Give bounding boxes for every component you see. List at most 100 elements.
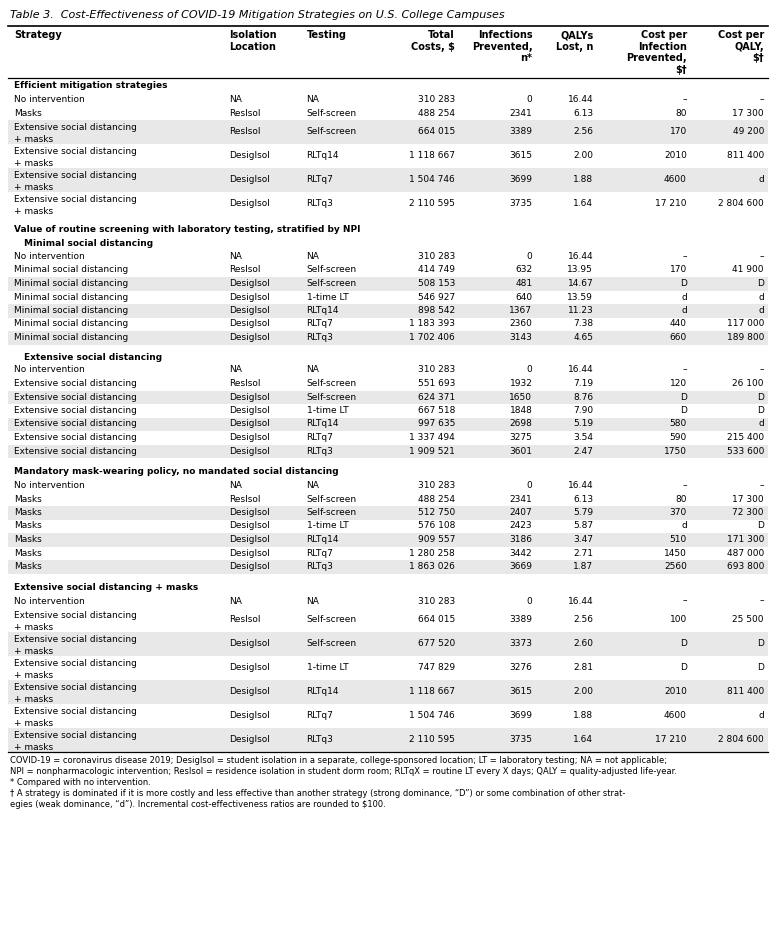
Text: 310 283: 310 283 <box>417 95 455 104</box>
Text: 632: 632 <box>515 266 532 275</box>
Bar <box>8 363 768 377</box>
Bar <box>8 264 768 277</box>
Text: 2 110 595: 2 110 595 <box>409 199 455 208</box>
Text: RLTq7: RLTq7 <box>307 320 334 328</box>
Text: DesigIsol: DesigIsol <box>230 392 270 402</box>
Bar <box>8 546 768 560</box>
Text: 1 183 393: 1 183 393 <box>409 320 455 328</box>
Text: Cost per
QALY,
$†: Cost per QALY, $† <box>718 30 764 63</box>
Text: RLTq7: RLTq7 <box>307 549 334 557</box>
Bar <box>8 728 768 752</box>
Text: 3735: 3735 <box>509 199 532 208</box>
Bar <box>8 144 768 168</box>
Text: 41 900: 41 900 <box>733 266 764 275</box>
Text: NA: NA <box>307 95 320 104</box>
Text: RLTq3: RLTq3 <box>307 562 334 571</box>
Text: egies (weak dominance, “d”). Incremental cost-effectiveness ratios are rounded t: egies (weak dominance, “d”). Incremental… <box>10 800 386 809</box>
Text: ResIsol: ResIsol <box>230 127 261 136</box>
Text: Extensive social distancing: Extensive social distancing <box>14 419 137 429</box>
Text: 310 283: 310 283 <box>417 365 455 375</box>
Text: Self-screen: Self-screen <box>307 508 357 517</box>
Text: Infections
Prevented,
n*: Infections Prevented, n* <box>472 30 532 63</box>
Bar <box>8 345 768 350</box>
Text: 3389: 3389 <box>509 127 532 136</box>
Bar <box>8 350 768 363</box>
Text: 1 280 258: 1 280 258 <box>410 549 455 557</box>
Text: Self-screen: Self-screen <box>307 392 357 402</box>
Text: DesigIsol: DesigIsol <box>230 735 270 744</box>
Text: 120: 120 <box>670 379 687 388</box>
Text: RLTq14: RLTq14 <box>307 151 339 160</box>
Text: NA: NA <box>230 481 242 490</box>
Text: Masks: Masks <box>14 108 42 117</box>
Text: 3601: 3601 <box>509 446 532 456</box>
Text: RLTq14: RLTq14 <box>307 419 339 429</box>
Text: Masks: Masks <box>14 549 42 557</box>
Bar <box>8 445 768 458</box>
Text: 693 800: 693 800 <box>726 562 764 571</box>
Text: DesigIsol: DesigIsol <box>230 175 270 185</box>
Text: + masks: + masks <box>14 720 53 729</box>
Text: NA: NA <box>230 252 242 261</box>
Text: 2010: 2010 <box>664 151 687 160</box>
Text: 3442: 3442 <box>510 549 532 557</box>
Text: 909 557: 909 557 <box>417 535 455 544</box>
Text: † A strategy is dominated if it is more costly and less effective than another s: † A strategy is dominated if it is more … <box>10 789 625 798</box>
Text: 16.44: 16.44 <box>568 481 594 490</box>
Text: DesigIsol: DesigIsol <box>230 562 270 571</box>
Text: 590: 590 <box>670 433 687 442</box>
Text: 747 829: 747 829 <box>418 663 455 672</box>
Text: 1.64: 1.64 <box>573 735 594 744</box>
Text: 1750: 1750 <box>663 446 687 456</box>
Text: 6.13: 6.13 <box>573 108 594 117</box>
Text: d: d <box>758 711 764 720</box>
Text: RLTq14: RLTq14 <box>307 535 339 544</box>
Text: 100: 100 <box>670 615 687 624</box>
Text: 80: 80 <box>675 108 687 117</box>
Text: d: d <box>758 419 764 429</box>
Text: 4600: 4600 <box>664 175 687 185</box>
Text: 2341: 2341 <box>510 495 532 503</box>
Text: 1-time LT: 1-time LT <box>307 522 348 530</box>
Text: 4.65: 4.65 <box>573 333 594 342</box>
Text: 17 300: 17 300 <box>733 108 764 117</box>
Text: 5.19: 5.19 <box>573 419 594 429</box>
Text: Minimal social distancing: Minimal social distancing <box>14 279 128 288</box>
Text: 811 400: 811 400 <box>727 151 764 160</box>
Text: DesigIsol: DesigIsol <box>230 199 270 208</box>
Text: DesigIsol: DesigIsol <box>230 446 270 456</box>
Text: 17 210: 17 210 <box>655 735 687 744</box>
Text: 3699: 3699 <box>509 711 532 720</box>
Text: 2360: 2360 <box>510 320 532 328</box>
Text: D: D <box>680 392 687 402</box>
Text: RLTq3: RLTq3 <box>307 333 334 342</box>
Text: 3735: 3735 <box>509 735 532 744</box>
Text: RLTq7: RLTq7 <box>307 711 334 720</box>
Text: 2 110 595: 2 110 595 <box>409 735 455 744</box>
Text: 2.60: 2.60 <box>573 639 594 648</box>
Text: 7.38: 7.38 <box>573 320 594 328</box>
Bar <box>8 458 768 464</box>
Text: 0: 0 <box>527 481 532 490</box>
Text: Self-screen: Self-screen <box>307 266 357 275</box>
Text: 370: 370 <box>670 508 687 517</box>
Text: + masks: + masks <box>14 135 53 144</box>
Text: –: – <box>682 481 687 490</box>
Text: + masks: + masks <box>14 648 53 656</box>
Text: RLTq3: RLTq3 <box>307 199 334 208</box>
Text: Extensive social distancing: Extensive social distancing <box>14 406 137 415</box>
Text: 17 300: 17 300 <box>733 495 764 503</box>
Text: DesigIsol: DesigIsol <box>230 711 270 720</box>
Text: Minimal social distancing: Minimal social distancing <box>14 306 128 315</box>
Text: 26 100: 26 100 <box>733 379 764 388</box>
Text: Masks: Masks <box>14 535 42 544</box>
Text: Self-screen: Self-screen <box>307 379 357 388</box>
Text: Mandatory mask-wearing policy, no mandated social distancing: Mandatory mask-wearing policy, no mandat… <box>14 467 338 476</box>
Text: 7.90: 7.90 <box>573 406 594 415</box>
Text: 576 108: 576 108 <box>417 522 455 530</box>
Text: RLTq3: RLTq3 <box>307 735 334 744</box>
Bar <box>8 464 768 479</box>
Text: 1-time LT: 1-time LT <box>307 293 348 301</box>
Text: 5.87: 5.87 <box>573 522 594 530</box>
Text: 170: 170 <box>670 127 687 136</box>
